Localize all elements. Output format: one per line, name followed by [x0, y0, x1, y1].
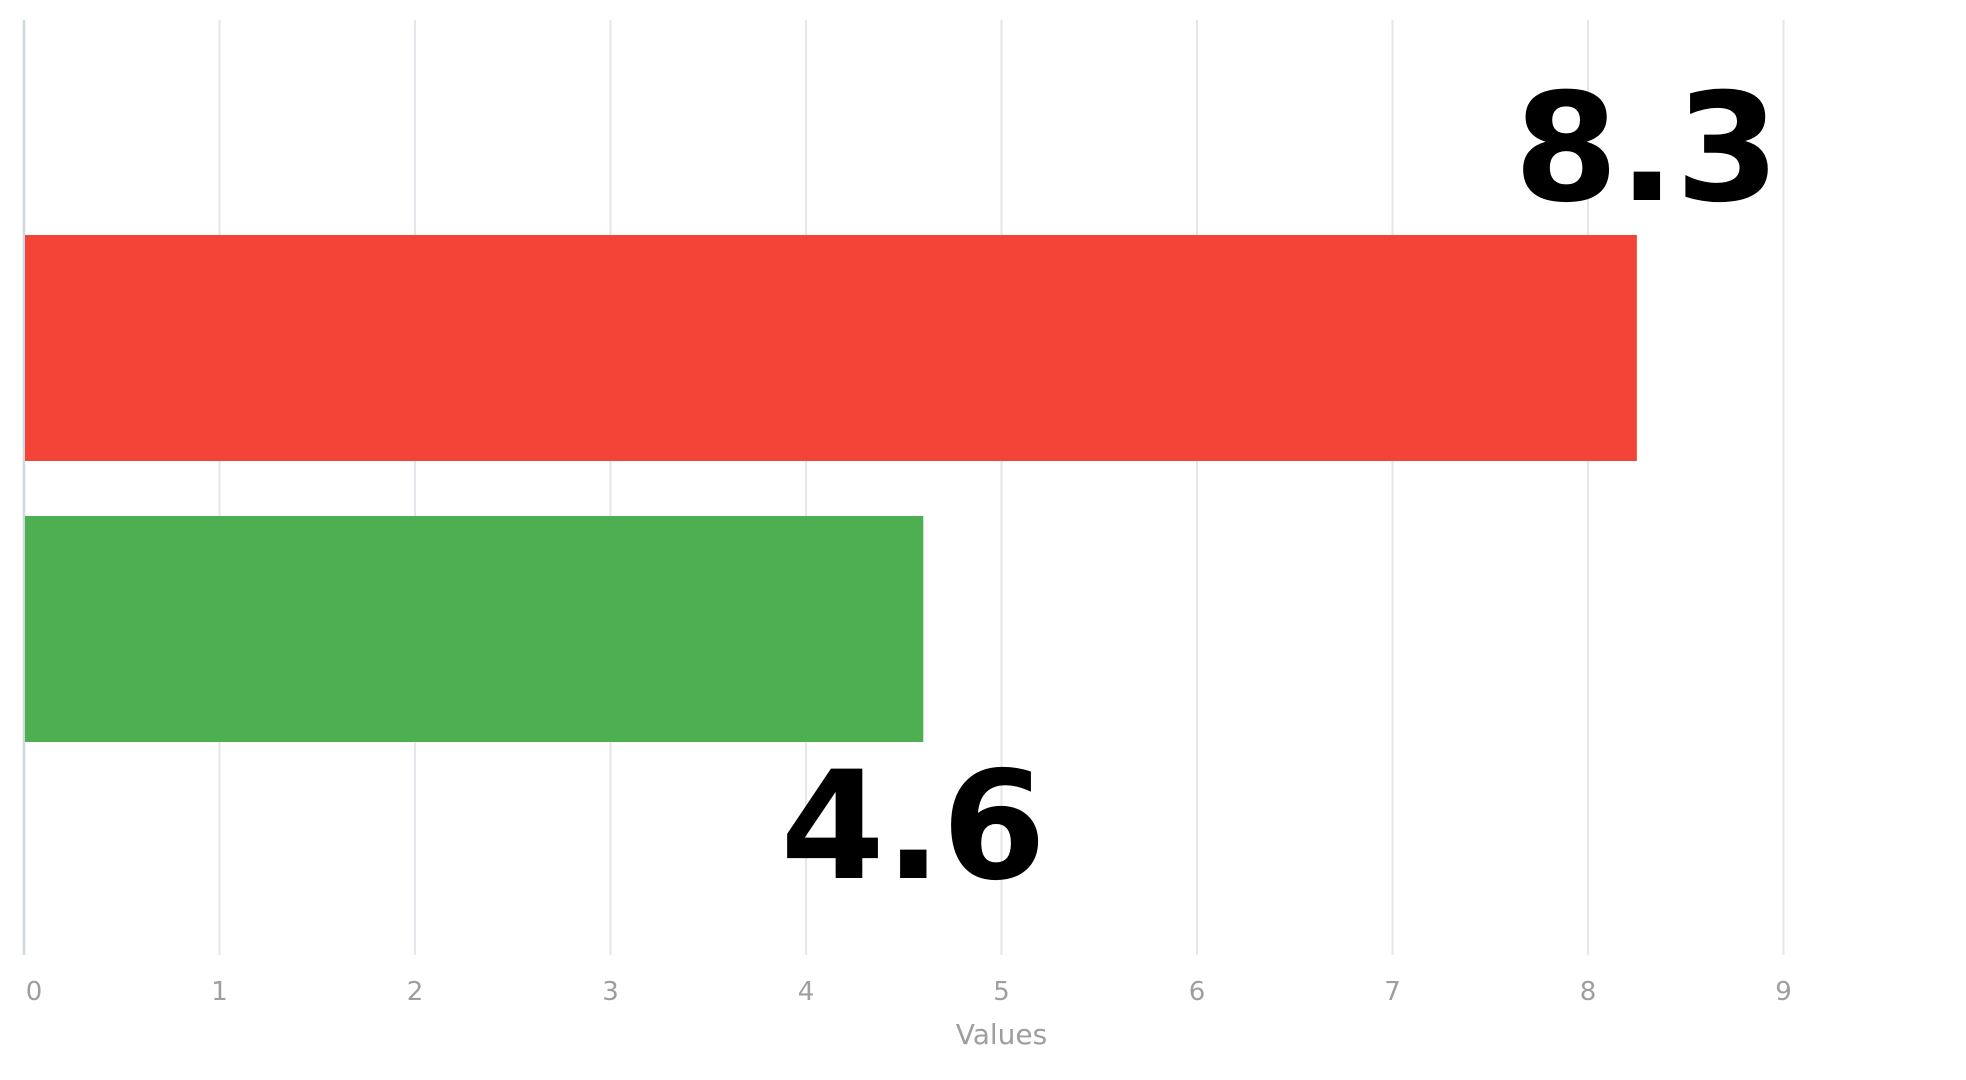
x-tick-label: 3: [602, 977, 619, 1007]
gridlines: [22, 20, 1785, 955]
bar-0: [25, 235, 1637, 461]
data-labels: 8.3 4.6: [780, 62, 1779, 914]
x-tick-labels: 01234567891: [26, 977, 1792, 1007]
x-tick-label: 1: [211, 977, 228, 1007]
bar-1: [25, 516, 924, 742]
x-tick-label: 2: [407, 977, 424, 1007]
x-tick-label: 8: [1580, 977, 1597, 1007]
x-axis-title: Values: [956, 1018, 1047, 1051]
x-tick-label: 5: [993, 977, 1010, 1007]
data-label-1: 4.6: [780, 740, 1046, 914]
x-tick-label: 9: [1775, 977, 1792, 1007]
bars: [25, 235, 1637, 742]
x-tick-label: 6: [1189, 977, 1206, 1007]
x-tick-label: 7: [1384, 977, 1401, 1007]
data-label-0: 8.3: [1514, 62, 1780, 236]
x-tick-label: 0: [26, 977, 43, 1007]
x-tick-label: 4: [798, 977, 815, 1007]
